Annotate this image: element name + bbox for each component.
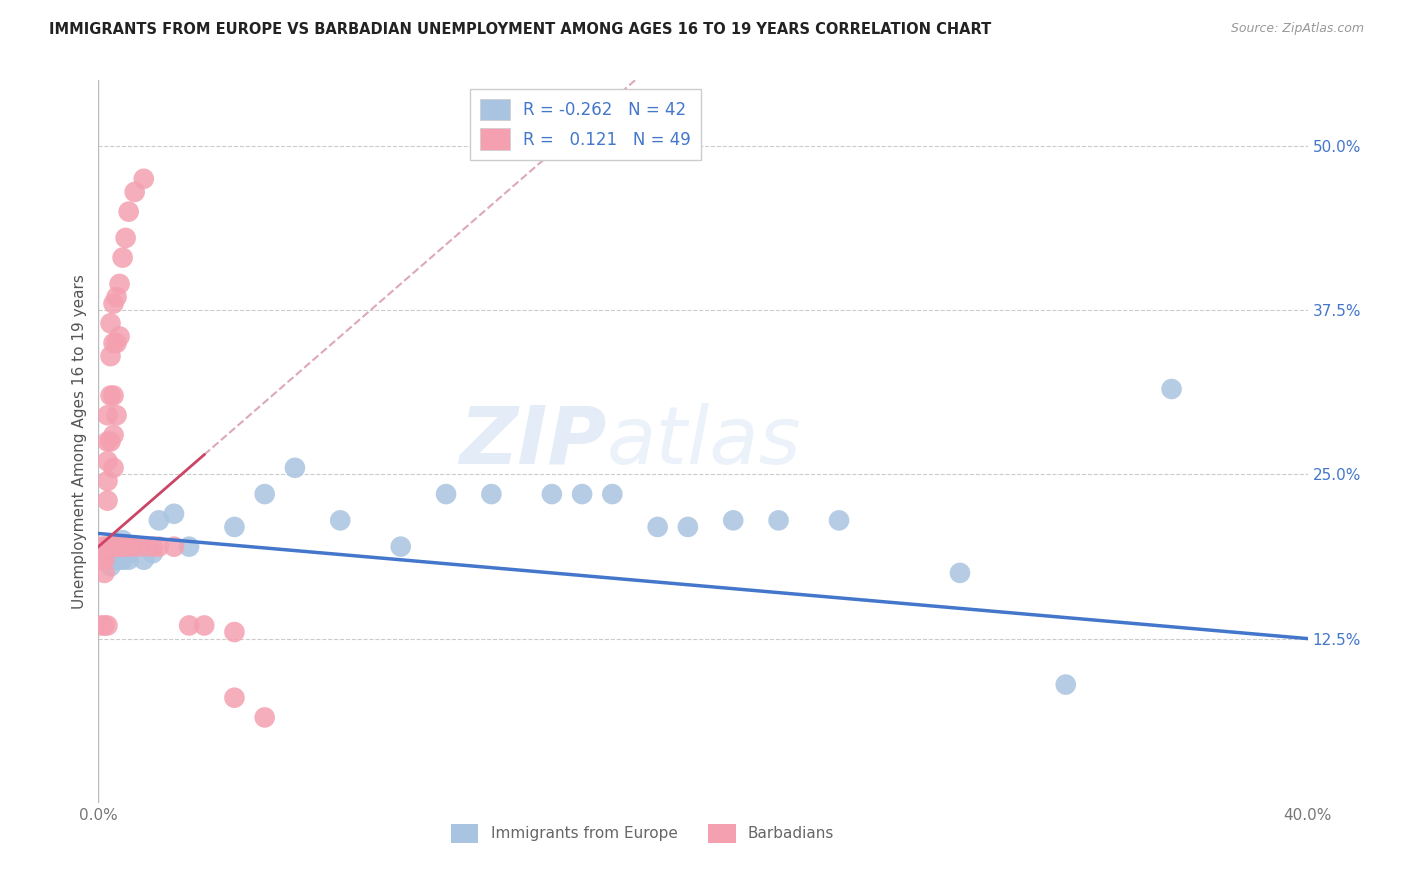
Point (163, 507, 186, 521)
Point (103, 296, 125, 310)
Point (148, 540, 170, 554)
Point (108, 553, 131, 567)
Point (103, 388, 125, 402)
Point (602, 487, 624, 501)
Point (114, 546, 136, 560)
Point (434, 487, 457, 501)
Point (179, 540, 201, 554)
Point (96, 434, 118, 449)
Point (96, 493, 118, 508)
Point (100, 388, 122, 402)
Point (828, 513, 851, 527)
Point (93, 540, 115, 554)
Legend: Immigrants from Europe, Barbadians: Immigrants from Europe, Barbadians (444, 817, 841, 849)
Point (93, 618, 115, 632)
Y-axis label: Unemployment Among Ages 16 to 19 years: Unemployment Among Ages 16 to 19 years (72, 274, 87, 609)
Point (768, 513, 790, 527)
Point (90, 540, 112, 554)
Point (96, 546, 118, 560)
Point (118, 204, 141, 219)
Point (179, 618, 201, 632)
Point (284, 460, 307, 475)
Point (253, 710, 276, 724)
Point (96, 540, 118, 554)
Point (329, 513, 352, 527)
Point (105, 409, 128, 423)
Point (105, 540, 128, 554)
Point (124, 540, 146, 554)
Point (389, 540, 412, 554)
Point (108, 546, 131, 560)
Point (224, 625, 246, 640)
Point (90, 553, 112, 567)
Point (100, 540, 122, 554)
Point (118, 546, 141, 560)
Point (1054, 677, 1077, 691)
Point (100, 349, 122, 363)
Point (96, 540, 118, 554)
Point (93, 566, 115, 580)
Point (103, 460, 125, 475)
Point (100, 434, 122, 449)
Point (114, 231, 136, 245)
Point (96, 474, 118, 488)
Point (723, 513, 745, 527)
Text: Source: ZipAtlas.com: Source: ZipAtlas.com (1230, 22, 1364, 36)
Point (105, 336, 128, 351)
Point (142, 540, 165, 554)
Point (124, 185, 146, 199)
Point (111, 533, 134, 547)
Point (105, 553, 128, 567)
Point (571, 487, 593, 501)
Point (103, 546, 125, 560)
Point (103, 336, 125, 351)
Point (90, 618, 112, 632)
Text: ZIP: ZIP (458, 402, 606, 481)
Point (100, 316, 122, 330)
Point (108, 540, 131, 554)
Point (132, 553, 155, 567)
Point (132, 540, 155, 554)
Point (224, 690, 246, 705)
Text: atlas: atlas (606, 402, 801, 481)
Point (124, 540, 146, 554)
Text: IMMIGRANTS FROM EUROPE VS BARBADIAN UNEMPLOYMENT AMONG AGES 16 TO 19 YEARS CORRE: IMMIGRANTS FROM EUROPE VS BARBADIAN UNEM… (49, 22, 991, 37)
Point (111, 540, 134, 554)
Point (108, 329, 131, 343)
Point (93, 553, 115, 567)
Point (540, 487, 562, 501)
Point (111, 553, 134, 567)
Point (100, 553, 122, 567)
Point (103, 553, 125, 567)
Point (118, 540, 141, 554)
Point (96, 454, 118, 468)
Point (676, 520, 699, 534)
Point (103, 540, 125, 554)
Point (163, 540, 186, 554)
Point (224, 520, 246, 534)
Point (100, 553, 122, 567)
Point (481, 487, 503, 501)
Point (132, 540, 155, 554)
Point (108, 277, 131, 291)
Point (96, 409, 118, 423)
Point (105, 540, 128, 554)
Point (148, 513, 170, 527)
Point (132, 171, 155, 186)
Point (103, 428, 125, 442)
Point (142, 546, 165, 560)
Point (253, 487, 276, 501)
Point (103, 540, 125, 554)
Point (118, 553, 141, 567)
Point (105, 290, 128, 304)
Point (1160, 382, 1182, 396)
Point (100, 559, 122, 574)
Point (111, 251, 134, 265)
Point (949, 566, 972, 580)
Point (96, 618, 118, 632)
Point (193, 618, 215, 632)
Point (647, 520, 669, 534)
